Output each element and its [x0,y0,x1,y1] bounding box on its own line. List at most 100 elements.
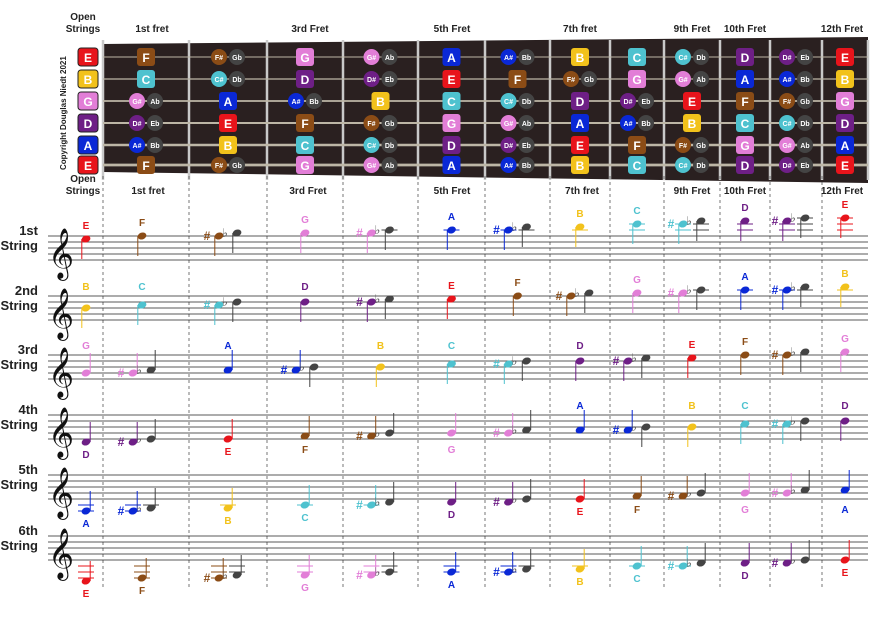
fret-note-label: D# [783,55,792,62]
accidental-symbol: ♭ [686,214,692,228]
note-name-label: C [301,513,308,524]
open-string-label: A [84,139,93,153]
fret-note-marker [836,92,854,110]
fret-note-marker [219,92,237,110]
open-string-marker [77,135,99,155]
note-head [367,432,376,440]
fret-label-12: 12th Fret [821,24,864,35]
note-name-label: E [225,447,232,458]
note-head [504,429,513,437]
note-head [447,226,456,234]
note-head [137,232,147,240]
note-head [632,562,642,570]
note-name-label: E [689,340,696,351]
accidental-symbol: ♭ [375,292,381,306]
fret-note-marker [693,71,709,87]
note-head [376,363,385,371]
note-name-label: A [448,212,455,223]
fret-note-marker [296,48,314,66]
accidental-symbol: # [772,417,779,431]
note-name-label: E [842,568,849,579]
fret-note-label: G [300,159,309,173]
accidental-symbol: ♭ [375,495,381,509]
note-head [522,426,531,434]
fret-note-marker [779,93,795,109]
fret-note-marker [363,49,380,65]
string-label: 5th [19,462,39,477]
fret-note-marker [836,136,854,154]
note-head [223,504,233,512]
fret-note-label: Bb [309,99,318,106]
note-name-label: G [741,505,749,516]
lower-open-strings-line1: Open [70,174,96,185]
note-name-label: A [224,341,231,352]
fret-note-marker [137,48,155,66]
accidental-symbol: # [493,426,500,440]
lower-fret-label-3: 3rd Fret [289,186,327,197]
string-label: String [0,477,38,492]
accidental-symbol: ♭ [512,354,518,368]
note-head [522,357,531,365]
note-name-label: D [576,341,583,352]
fret-note-label: Db [385,143,394,150]
note-name-label: C [138,282,145,293]
note-head [300,432,310,440]
note-name-label: C [448,341,455,352]
fret-note-label: A [447,159,456,173]
string-label: 6th [19,523,39,538]
lower-fret-label-1: 1st fret [131,186,165,197]
fret-note-marker [779,157,795,173]
note-head [800,417,810,425]
fret-note-label: D# [783,163,792,170]
fret-note-marker [736,70,754,88]
note-head [128,369,138,377]
note-name-label: B [841,269,848,280]
accidental-symbol: ♭ [136,501,142,515]
fret-note-marker [219,136,237,154]
fret-note-label: Bb [800,77,809,84]
fret-note-marker [638,115,654,131]
fret-note-marker [620,115,636,131]
accidental-symbol: ♭ [512,220,518,234]
note-head [782,286,792,294]
fret-label-1: 1st fret [135,24,169,35]
fret-note-label: Db [800,121,809,128]
fret-note-label: Bb [150,143,159,150]
string-label: 3rd [18,342,38,357]
fret-note-marker [675,49,691,65]
fret-note-marker [508,70,527,88]
string-label: String [0,238,38,253]
note-head [584,289,594,297]
note-head [641,354,651,362]
accidental-symbol: ♭ [299,360,305,374]
accidental-symbol: ♭ [375,426,381,440]
fret-note-label: D [741,159,750,173]
accidental-symbol: ♭ [790,280,796,294]
accidental-symbol: # [556,289,563,303]
note-name-label: G [448,445,456,456]
accidental-symbol: # [493,565,500,579]
note-name-label: D [82,450,89,461]
fret-note-label: D [576,95,585,109]
fret-note-label: G# [504,121,513,128]
fret-note-label: Ab [696,77,705,84]
accidental-symbol: # [772,556,779,570]
fret-note-label: Bb [522,163,531,170]
note-head [840,417,850,425]
fret-note-marker [229,71,245,87]
open-string-label: E [84,51,92,65]
note-head [696,559,706,567]
note-head [300,501,310,509]
fret-note-label: Eb [151,121,160,128]
note-head [623,426,633,434]
note-head [800,486,810,494]
fret-note-marker [836,114,854,132]
note-name-label: B [576,577,583,588]
fret-note-label: E [224,117,232,131]
fret-note-label: C [741,117,750,131]
fret-note-label: A [741,73,750,87]
fret-note-marker [129,137,145,153]
fret-note-marker [571,114,589,132]
note-head [740,559,750,567]
